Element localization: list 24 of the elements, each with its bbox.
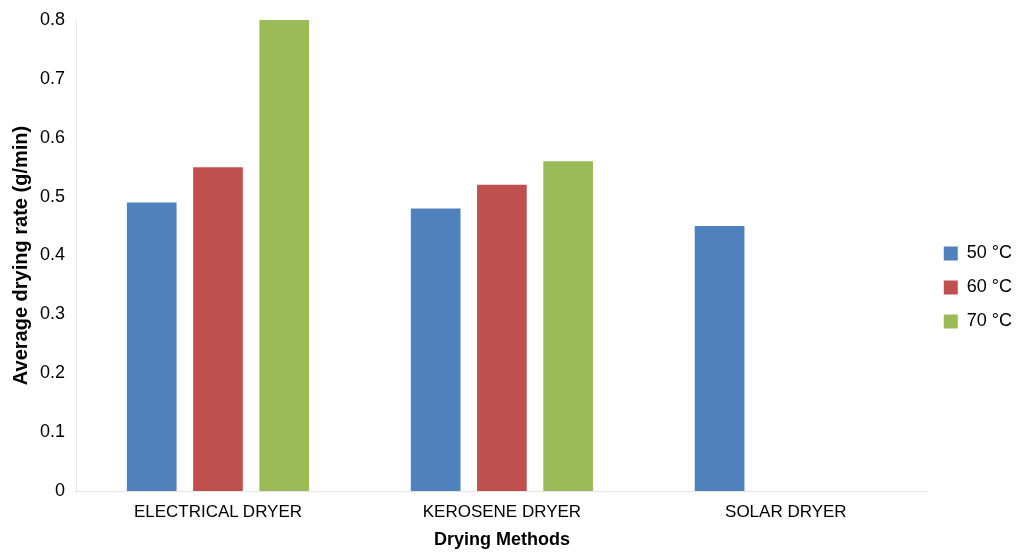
bar (126, 202, 177, 491)
legend-label: 50 °C (966, 242, 1013, 263)
y-axis-title: Average drying rate (g/min) (8, 125, 31, 386)
y-tick-label: 0 (55, 479, 66, 500)
y-tick-label: 0.7 (39, 67, 66, 88)
bar (259, 20, 310, 491)
bar (477, 184, 527, 491)
y-tick-label: 0.1 (39, 421, 66, 442)
bar (543, 161, 593, 491)
y-tick-label: 0.2 (39, 362, 66, 383)
legend-label: 60 °C (966, 276, 1013, 297)
y-tick-label: 0.4 (39, 244, 66, 265)
y-tick-label: 0.5 (39, 185, 66, 206)
y-tick-label: 0.6 (39, 126, 66, 147)
legend-label: 70 °C (966, 310, 1013, 331)
bar (193, 167, 243, 491)
y-tick-label: 0.8 (39, 8, 66, 29)
x-tick-label: SOLAR DRYER (725, 501, 847, 521)
x-axis-title: Drying Methods (433, 529, 570, 550)
bar (410, 208, 461, 491)
bar (694, 226, 745, 491)
y-tick-label: 0.3 (39, 303, 66, 324)
x-tick-label: KEROSENE DRYER (422, 501, 582, 521)
x-tick-label: ELECTRICAL DRYER (133, 501, 303, 521)
